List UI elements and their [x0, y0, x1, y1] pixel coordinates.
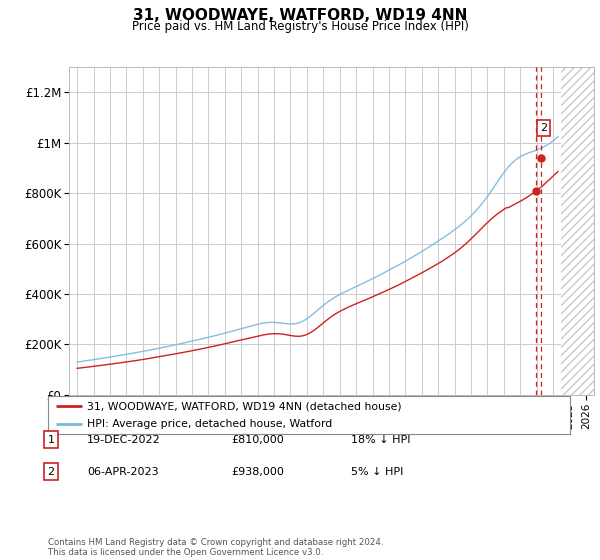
Text: 5% ↓ HPI: 5% ↓ HPI — [351, 466, 403, 477]
Text: 31, WOODWAYE, WATFORD, WD19 4NN: 31, WOODWAYE, WATFORD, WD19 4NN — [133, 8, 467, 24]
Bar — [561, 67, 594, 395]
Text: 1: 1 — [47, 435, 55, 445]
Text: Contains HM Land Registry data © Crown copyright and database right 2024.
This d: Contains HM Land Registry data © Crown c… — [48, 538, 383, 557]
Text: £810,000: £810,000 — [231, 435, 284, 445]
Text: 31, WOODWAYE, WATFORD, WD19 4NN (detached house): 31, WOODWAYE, WATFORD, WD19 4NN (detache… — [87, 401, 402, 411]
Text: 2: 2 — [47, 466, 55, 477]
Text: Price paid vs. HM Land Registry's House Price Index (HPI): Price paid vs. HM Land Registry's House … — [131, 20, 469, 32]
Text: 2: 2 — [540, 123, 547, 133]
Text: HPI: Average price, detached house, Watford: HPI: Average price, detached house, Watf… — [87, 419, 332, 430]
Text: 06-APR-2023: 06-APR-2023 — [87, 466, 158, 477]
Text: 18% ↓ HPI: 18% ↓ HPI — [351, 435, 410, 445]
Bar — [561, 67, 594, 395]
Text: £938,000: £938,000 — [231, 466, 284, 477]
Text: 19-DEC-2022: 19-DEC-2022 — [87, 435, 161, 445]
